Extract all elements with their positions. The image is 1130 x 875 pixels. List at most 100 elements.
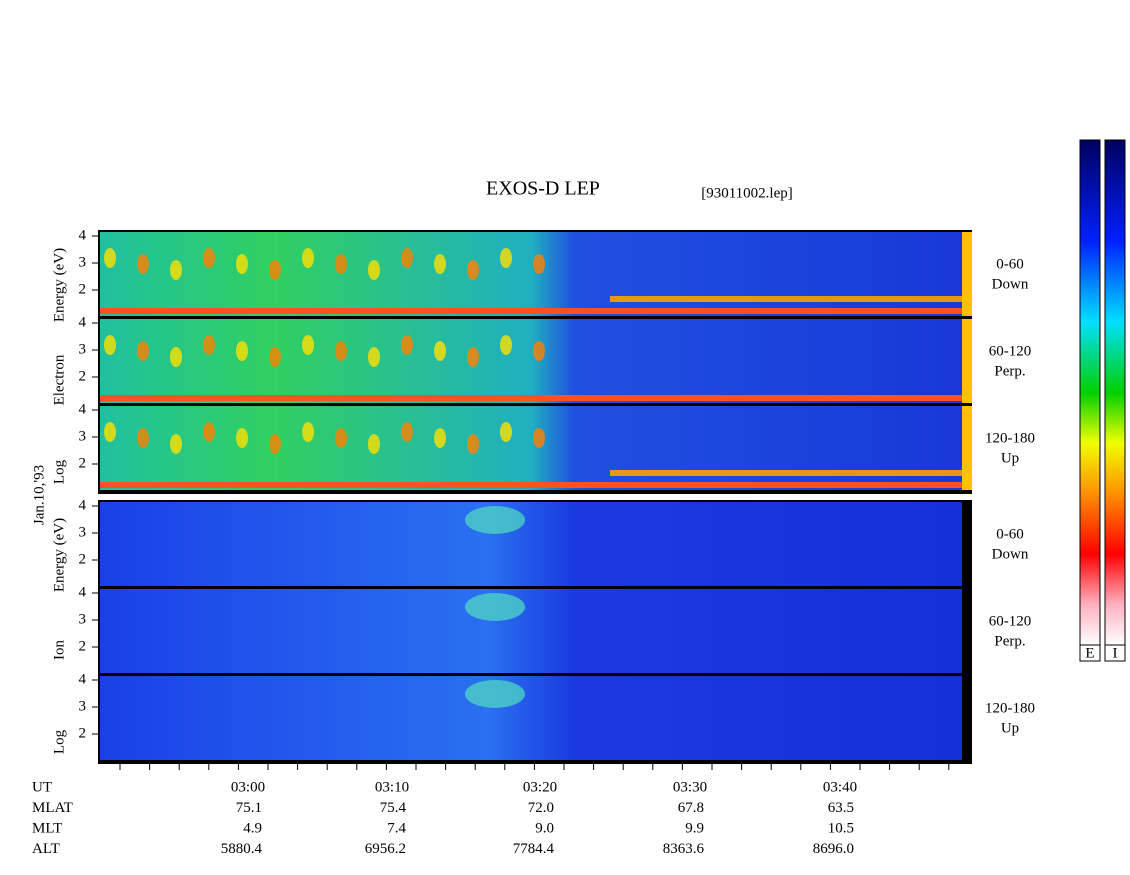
row-value: 10.5 bbox=[828, 820, 854, 836]
burst bbox=[368, 347, 380, 367]
low-energy-band bbox=[610, 296, 962, 302]
burst bbox=[465, 593, 525, 621]
burst bbox=[401, 248, 413, 268]
burst bbox=[302, 335, 314, 355]
panel-range: 60-120 bbox=[989, 343, 1032, 359]
burst bbox=[236, 254, 248, 274]
spectrogram bbox=[100, 502, 962, 586]
burst bbox=[269, 347, 281, 367]
row-value: 03:20 bbox=[523, 779, 557, 795]
energy-tick-label: 3 bbox=[79, 428, 87, 444]
side-strip bbox=[962, 232, 972, 316]
spectrogram bbox=[100, 676, 962, 760]
file-name: [93011002.lep] bbox=[701, 185, 793, 201]
energy-tick-label: 4 bbox=[79, 314, 87, 330]
row-value: 67.8 bbox=[678, 800, 704, 816]
burst bbox=[203, 248, 215, 268]
colorbar-label-box bbox=[1079, 644, 1101, 662]
colorbar bbox=[1079, 139, 1101, 646]
burst bbox=[335, 428, 347, 448]
energy-tick-label: 4 bbox=[79, 401, 87, 417]
row-value: 03:30 bbox=[673, 779, 707, 795]
colorbar-label: E bbox=[1085, 645, 1094, 661]
burst bbox=[368, 260, 380, 280]
burst bbox=[335, 341, 347, 361]
energy-tick-label: 2 bbox=[79, 455, 87, 471]
burst bbox=[335, 254, 347, 274]
burst bbox=[203, 422, 215, 442]
panel-direction: Up bbox=[1001, 720, 1019, 736]
burst bbox=[401, 422, 413, 442]
row-value: 4.9 bbox=[243, 820, 262, 836]
energy-tick-label: 4 bbox=[79, 671, 87, 687]
energy-tick-label: 3 bbox=[79, 698, 87, 714]
panel-range: 120-180 bbox=[985, 430, 1035, 446]
panel-range: 120-180 bbox=[985, 700, 1035, 716]
side-strip bbox=[962, 502, 972, 586]
burst bbox=[465, 680, 525, 708]
low-energy-band bbox=[100, 395, 962, 401]
burst bbox=[137, 428, 149, 448]
row-value: 6956.2 bbox=[365, 841, 406, 857]
side-strip bbox=[962, 676, 972, 760]
burst bbox=[104, 248, 116, 268]
axis-label: Log bbox=[51, 729, 67, 754]
row-value: 9.9 bbox=[685, 820, 704, 836]
energy-tick-label: 3 bbox=[79, 524, 87, 540]
panel-direction: Perp. bbox=[994, 363, 1025, 379]
energy-tick-label: 3 bbox=[79, 611, 87, 627]
side-strip bbox=[962, 589, 972, 673]
row-label: MLT bbox=[32, 820, 62, 836]
low-energy-band bbox=[100, 308, 962, 314]
energy-tick-label: 4 bbox=[79, 497, 87, 513]
burst bbox=[401, 335, 413, 355]
colorbar bbox=[1104, 139, 1126, 646]
burst bbox=[170, 347, 182, 367]
burst bbox=[269, 260, 281, 280]
row-label: MLAT bbox=[32, 800, 73, 816]
energy-tick-label: 2 bbox=[79, 725, 87, 741]
row-value: 9.0 bbox=[535, 820, 554, 836]
energy-tick-label: 2 bbox=[79, 638, 87, 654]
energy-tick-label: 2 bbox=[79, 368, 87, 384]
row-value: 03:10 bbox=[375, 779, 409, 795]
energy-tick-label: 2 bbox=[79, 281, 87, 297]
panel-direction: Down bbox=[992, 276, 1029, 292]
axis-label: Energy (eV) bbox=[51, 518, 67, 592]
row-value: 5880.4 bbox=[221, 841, 263, 857]
spectrogram bbox=[100, 406, 962, 490]
date: Jan.10,'93 bbox=[31, 465, 47, 525]
colorbar-label: I bbox=[1113, 645, 1118, 661]
spectrogram bbox=[100, 589, 962, 673]
burst bbox=[500, 335, 512, 355]
panel-direction: Perp. bbox=[994, 633, 1025, 649]
row-value: 75.1 bbox=[236, 800, 262, 816]
burst bbox=[368, 434, 380, 454]
panel-range: 0-60 bbox=[996, 526, 1024, 542]
burst bbox=[137, 254, 149, 274]
row-value: 8696.0 bbox=[813, 841, 854, 857]
side-strip bbox=[962, 406, 972, 490]
energy-tick-label: 4 bbox=[79, 227, 87, 243]
burst bbox=[137, 341, 149, 361]
row-value: 03:00 bbox=[231, 779, 265, 795]
burst bbox=[533, 341, 545, 361]
row-value: 72.0 bbox=[528, 800, 554, 816]
burst bbox=[302, 422, 314, 442]
row-value: 7.4 bbox=[387, 820, 406, 836]
burst bbox=[467, 347, 479, 367]
burst bbox=[269, 434, 281, 454]
row-value: 63.5 bbox=[828, 800, 854, 816]
burst bbox=[465, 506, 525, 534]
row-value: 03:40 bbox=[823, 779, 857, 795]
burst bbox=[170, 260, 182, 280]
burst bbox=[533, 254, 545, 274]
colorbar-label-box bbox=[1104, 644, 1126, 662]
burst bbox=[434, 341, 446, 361]
row-label: UT bbox=[32, 779, 52, 795]
burst bbox=[104, 335, 116, 355]
axis-label: Energy (eV) bbox=[51, 248, 67, 322]
side-strip bbox=[962, 319, 972, 403]
axis-label: Ion bbox=[51, 640, 67, 660]
burst bbox=[302, 248, 314, 268]
